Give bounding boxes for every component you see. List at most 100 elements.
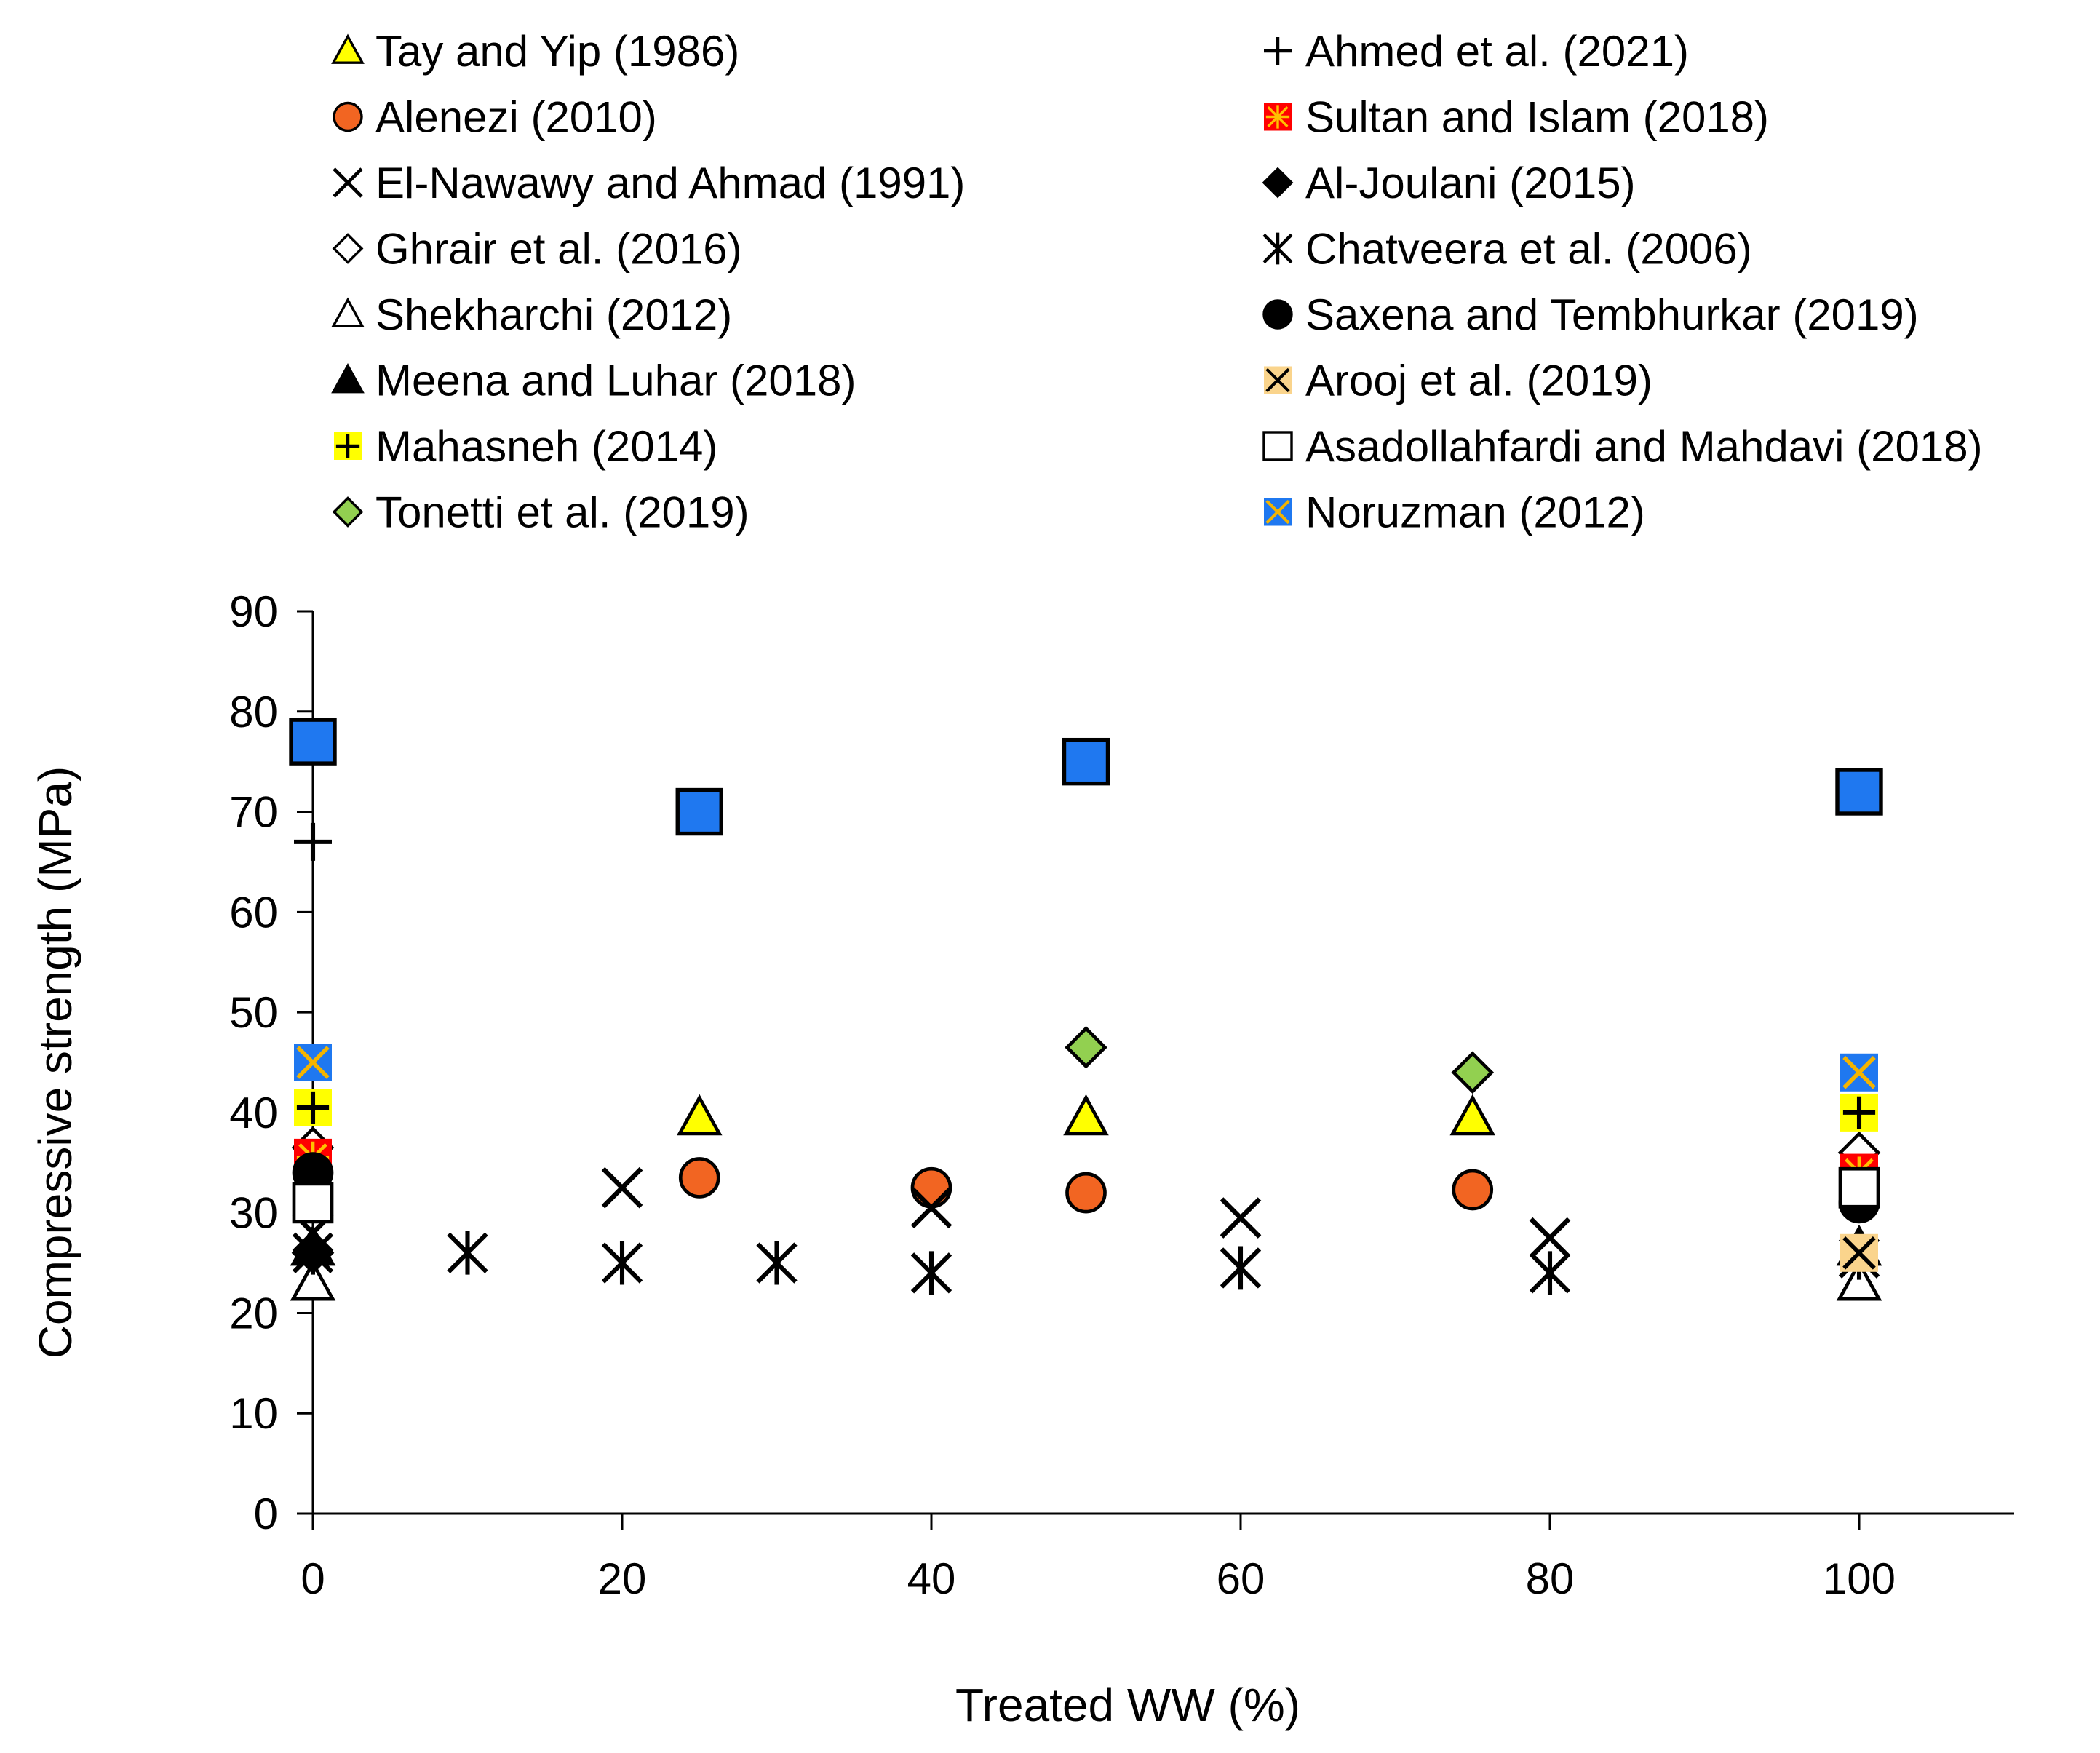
y-tick-label: 50 <box>229 988 278 1037</box>
data-point-chatveera-et-al-2006 <box>292 1231 334 1275</box>
legend-entry: Chatveera et al. (2006) <box>1262 225 1752 274</box>
legend-marker <box>1264 37 1292 65</box>
y-tick-label: 60 <box>229 888 278 937</box>
legend-entry: Ahmed et al. (2021) <box>1264 27 1689 76</box>
legend-label: Arooj et al. (2019) <box>1305 357 1652 405</box>
data-point-chatveera-et-al-2006 <box>1529 1251 1571 1295</box>
y-tick-label: 40 <box>229 1089 278 1137</box>
legend-marker <box>331 297 365 327</box>
legend-entry: Mahasneh (2014) <box>334 422 717 471</box>
legend-marker <box>333 101 363 132</box>
data-point-tay-and-yip-1986 <box>1449 1094 1496 1136</box>
legend-entry: Meena and Luhar (2018) <box>331 357 856 405</box>
legend-marker <box>332 496 364 528</box>
x-tick-label: 40 <box>907 1554 956 1603</box>
legend-label: Tay and Yip (1986) <box>375 27 739 76</box>
legend-label: Mahasneh (2014) <box>375 422 717 471</box>
y-tick-label: 20 <box>229 1289 278 1337</box>
legend-entry: Tay and Yip (1986) <box>331 27 739 76</box>
data-point-tay-and-yip-1986 <box>676 1094 723 1136</box>
data-point-alenezi-2010 <box>678 1157 720 1199</box>
y-ticks: 0 10 20 30 40 50 60 70 80 90 <box>229 587 313 1538</box>
y-tick-label: 10 <box>229 1389 278 1438</box>
data-point-series-16 <box>675 787 723 836</box>
legend-label: Noruzman (2012) <box>1305 488 1645 537</box>
legend-entry: Saxena and Tembhurkar (2019) <box>1262 290 1919 339</box>
legend-entry: Ghrair et al. (2016) <box>332 225 742 274</box>
x-tick-label: 0 <box>301 1554 325 1603</box>
legend-entry: Al-Joulani (2015) <box>1262 159 1636 207</box>
legend-label: Alenezi (2010) <box>375 93 657 142</box>
data-point-shekharchi-2012 <box>290 1259 336 1301</box>
legend-marker <box>332 233 364 264</box>
legend-entry: Arooj et al. (2019) <box>1264 357 1652 405</box>
data-point-el-nawawy-and-ahmad-1991 <box>910 1187 952 1229</box>
legend-marker <box>1262 167 1294 199</box>
legend-entry: Alenezi (2010) <box>333 93 657 142</box>
legend-entry: Sultan and Islam (2018) <box>1264 93 1769 142</box>
legend-marker <box>1262 431 1293 461</box>
data-point-tonetti-et-al-2019 <box>1065 1026 1107 1069</box>
y-tick-label: 70 <box>229 788 278 837</box>
data-point-asadollahfardi-and-mahdavi-2018 <box>1838 1166 1880 1209</box>
legend-entry: Tonetti et al. (2019) <box>332 488 749 537</box>
x-ticks: 0 20 40 60 80 100 <box>301 1514 1896 1603</box>
legend-label: Saxena and Tembhurkar (2019) <box>1305 290 1919 339</box>
legend-marker <box>334 432 362 460</box>
legend-label: Sultan and Islam (2018) <box>1305 93 1769 142</box>
legend-label: Shekharchi (2012) <box>375 290 732 339</box>
data-point-series-16 <box>1062 737 1110 786</box>
legend-label: Asadollahfardi and Mahdavi (2018) <box>1305 422 1983 471</box>
data-point-ahmed-et-al-2021 <box>294 822 332 861</box>
legend-label: Chatveera et al. (2006) <box>1305 225 1752 274</box>
legend-marker <box>1264 498 1292 526</box>
legend-marker <box>1264 103 1292 131</box>
data-points <box>289 718 1883 1301</box>
legend-marker <box>331 363 365 394</box>
legend-entry: El-Nawawy and Ahmad (1991) <box>333 159 965 207</box>
data-point-alenezi-2010 <box>910 1166 952 1209</box>
data-point-chatveera-et-al-2006 <box>1220 1246 1262 1290</box>
y-axis-title: Compressive strength (MPa) <box>29 766 81 1359</box>
legend-marker <box>1264 366 1292 394</box>
x-tick-label: 80 <box>1526 1554 1575 1603</box>
legend-label: Al-Joulani (2015) <box>1305 159 1636 207</box>
legend: Tay and Yip (1986) Alenezi (2010) El-Nawaw… <box>331 27 1983 537</box>
data-point-series-16 <box>1835 768 1883 816</box>
legend-label: El-Nawawy and Ahmad (1991) <box>375 159 965 207</box>
data-point-chatveera-et-al-2006 <box>910 1251 952 1295</box>
data-point-alenezi-2010 <box>1065 1172 1107 1214</box>
x-tick-label: 20 <box>598 1554 647 1603</box>
data-point-noruzman-2012 <box>1840 1053 1878 1092</box>
data-point-chatveera-et-al-2006 <box>601 1241 643 1285</box>
data-point-el-nawawy-and-ahmad-1991 <box>1529 1217 1571 1259</box>
data-point-el-nawawy-and-ahmad-1991 <box>1220 1197 1262 1239</box>
x-tick-label: 60 <box>1217 1554 1265 1603</box>
y-tick-label: 0 <box>254 1490 278 1538</box>
y-tick-label: 80 <box>229 688 278 736</box>
data-point-mahasneh-2014 <box>1840 1093 1878 1132</box>
y-tick-label: 90 <box>229 587 278 636</box>
legend-label: Meena and Luhar (2018) <box>375 357 856 405</box>
x-axis-title: Treated WW (%) <box>955 1679 1300 1731</box>
legend-entry: Shekharchi (2012) <box>331 290 732 339</box>
legend-marker <box>1262 232 1293 265</box>
data-point-tonetti-et-al-2019 <box>1451 1051 1495 1094</box>
axes: 0 10 20 30 40 50 60 70 80 90 0 20 40 60 80 100 <box>229 587 2014 1603</box>
data-point-series-16 <box>289 718 337 766</box>
data-point-noruzman-2012 <box>294 1044 332 1081</box>
data-point-alenezi-2010 <box>1452 1169 1494 1211</box>
x-tick-label: 100 <box>1823 1554 1896 1603</box>
legend-entry: Noruzman (2012) <box>1264 488 1645 537</box>
legend-marker <box>331 33 365 64</box>
legend-label: Tonetti et al. (2019) <box>375 488 749 537</box>
data-point-el-nawawy-and-ahmad-1991 <box>601 1166 643 1209</box>
data-point-chatveera-et-al-2006 <box>756 1241 798 1285</box>
data-point-asadollahfardi-and-mahdavi-2018 <box>292 1182 334 1224</box>
legend-label: Ghrair et al. (2016) <box>375 225 742 274</box>
data-point-arooj-et-al-2019 <box>1840 1233 1878 1272</box>
data-point-tay-and-yip-1986 <box>1063 1094 1109 1136</box>
y-tick-label: 30 <box>229 1189 278 1238</box>
data-point-mahasneh-2014 <box>294 1089 332 1126</box>
